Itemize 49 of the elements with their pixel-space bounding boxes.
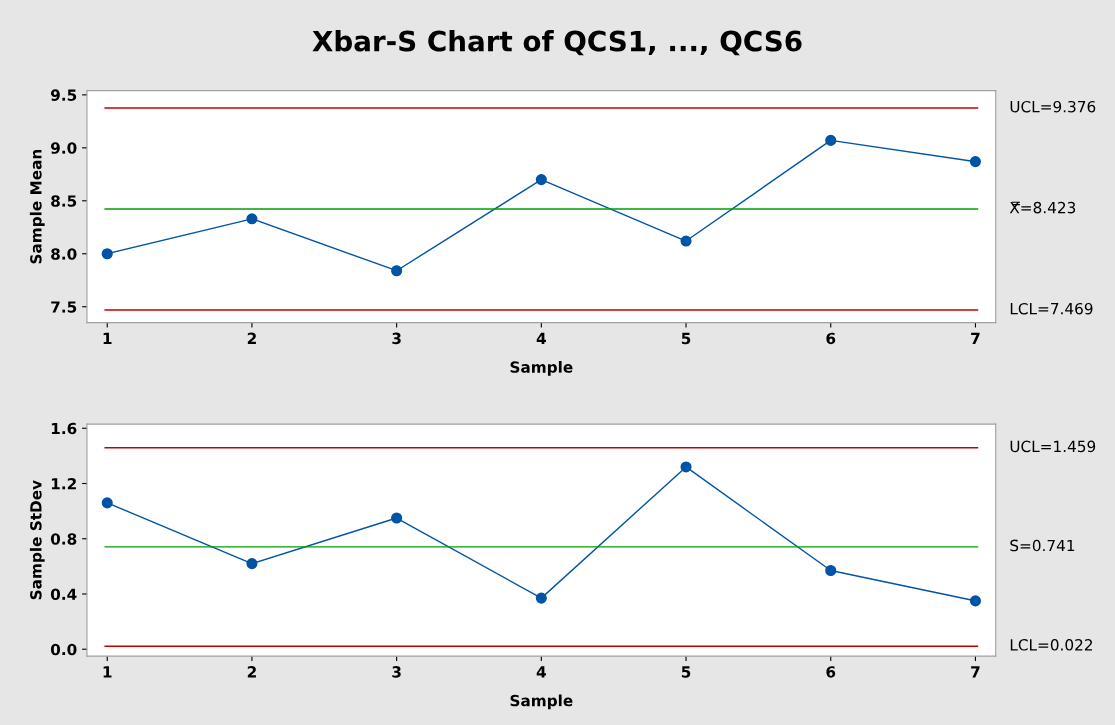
ref-line-label: UCL=1.459 — [1010, 440, 1096, 453]
point — [969, 595, 981, 607]
x-tick-label: 5 — [681, 666, 691, 678]
point — [680, 461, 692, 473]
x-tick-label: 2 — [247, 332, 256, 344]
x-axis-title: Sample — [510, 694, 573, 710]
point — [680, 235, 692, 247]
y-axis-title: Sample StDev — [29, 480, 45, 600]
point — [391, 512, 403, 524]
y-tick-label: 0.0 — [50, 643, 77, 656]
point — [535, 592, 547, 604]
point — [825, 564, 837, 577]
x-tick-label: 7 — [971, 666, 980, 678]
x-tick-label: 3 — [392, 666, 401, 678]
x-tick-label: 2 — [247, 666, 256, 678]
y-tick-label: 0.4 — [50, 588, 77, 600]
ref-line-label: UCL=9.376 — [1010, 100, 1096, 113]
point — [969, 156, 981, 168]
ref-line-label: X̿=8.423 — [1009, 201, 1076, 214]
x-tick-label: 4 — [536, 332, 546, 344]
x-tick-label: 4 — [536, 666, 546, 678]
ref-line-label: S̄=0.741 — [1010, 539, 1075, 552]
y-tick-label: 7.5 — [51, 301, 77, 313]
ref-line-label: LCL=0.022 — [1010, 639, 1093, 651]
x-axis-title: Sample — [510, 361, 573, 376]
point — [246, 213, 258, 225]
y-tick-label: 8.5 — [51, 195, 77, 207]
point — [101, 248, 113, 260]
x-tick-label: 5 — [681, 332, 691, 345]
y-tick-label: 9.0 — [50, 142, 77, 154]
point — [535, 174, 547, 186]
y-tick-label: 9.5 — [50, 89, 77, 101]
ref-line-label: LCL=7.469 — [1010, 302, 1093, 315]
y-axis-title: Sample Mean — [29, 149, 45, 264]
point — [246, 558, 258, 570]
x-tick-label: 6 — [826, 666, 836, 678]
y-tick-label: 1.2 — [51, 477, 76, 490]
point — [825, 134, 837, 146]
x-tick-label: 3 — [392, 332, 401, 345]
point — [391, 265, 403, 277]
x-tick-label: 7 — [971, 332, 980, 344]
point — [101, 497, 113, 509]
chart-title: Xbar-S Chart of QCS1, ..., QCS6 — [312, 30, 802, 56]
x-tick-label: 6 — [826, 332, 836, 345]
x-tick-label: 1 — [103, 666, 112, 678]
x-tick-label: 1 — [103, 332, 112, 344]
y-tick-label: 1.6 — [51, 422, 77, 435]
y-tick-label: 0.8 — [50, 533, 77, 545]
y-tick-label: 8.0 — [51, 248, 77, 260]
